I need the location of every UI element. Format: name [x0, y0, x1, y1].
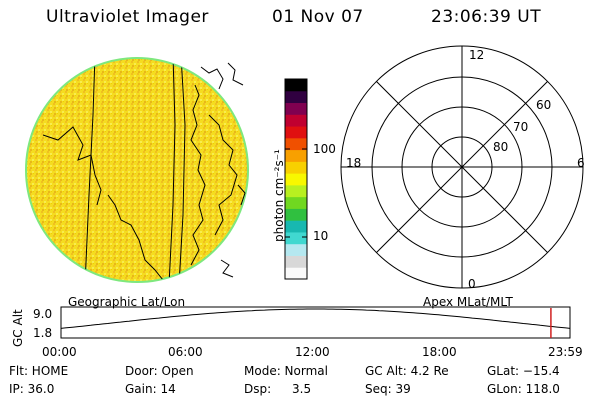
altitude-curve: [60, 308, 571, 329]
coastline: [208, 114, 238, 236]
colorbar-step: [285, 149, 307, 162]
dsp-value: 3.5: [292, 382, 312, 396]
mode-status: Mode: Normal: [244, 364, 328, 378]
colorbar-step: [285, 243, 307, 256]
lat-label-80: 80: [493, 140, 509, 154]
colorbar-step: [285, 79, 307, 92]
colorbar-step: [285, 196, 307, 209]
geo-panel-caption: Geographic Lat/Lon: [68, 295, 186, 309]
colorbar-step: [285, 102, 307, 115]
coastline: [107, 194, 164, 281]
geo-longitude: GLon: 118.0: [487, 382, 560, 396]
colorbar-step: [285, 208, 307, 221]
colorbar-step: [285, 114, 307, 127]
intensity-colorbar: [284, 78, 308, 280]
coastline: [42, 126, 102, 206]
altitude-tick-low: 1.8: [33, 326, 53, 340]
lat-label-70: 70: [513, 120, 529, 134]
colorbar-step: [285, 126, 307, 139]
coastline: [200, 66, 224, 90]
altitude-axis-label: GC Alt: [11, 309, 25, 347]
polar-panel-caption: Apex MLat/MLT: [423, 295, 513, 309]
instrument-title: Ultraviolet Imager: [46, 7, 209, 27]
mlt-line: [376, 81, 548, 253]
altitude-tick-high: 9.0: [33, 307, 53, 321]
coastline: [220, 259, 234, 278]
colorbar-step: [285, 231, 307, 245]
polar-plot: [340, 45, 584, 289]
gc-altitude: GC Alt: 4.2 Re: [365, 364, 449, 378]
mlt-label-12: 12: [469, 48, 485, 62]
door-status: Door: Open: [125, 364, 194, 378]
colorbar-tick-100: 100: [313, 142, 336, 156]
gain-value: Gain: 14: [125, 382, 176, 396]
colorbar-unit-label: photon cm⁻²s⁻¹: [272, 149, 286, 242]
colorbar-step: [285, 161, 307, 174]
mlt-label-6: 6: [577, 156, 585, 170]
time-tick-0000: 00:00: [42, 345, 77, 359]
longitude-line: [168, 58, 176, 282]
mlt-label-0: 0: [468, 277, 476, 291]
colorbar-step: [285, 90, 307, 104]
colorbar-step: [285, 137, 307, 151]
coastline: [237, 184, 246, 206]
colorbar-step: [285, 255, 307, 268]
ip-value: IP: 36.0: [9, 382, 55, 396]
coastline: [227, 62, 244, 86]
sequence-number: Seq: 39: [365, 382, 411, 396]
colorbar-step: [285, 184, 307, 198]
earth-disk: [25, 57, 249, 283]
mlt-label-18: 18: [346, 156, 362, 170]
dsp-label: Dsp:: [244, 382, 272, 396]
time-tick-2359: 23:59: [548, 345, 583, 359]
time-tick-1200: 12:00: [295, 345, 330, 359]
longitude-line: [178, 58, 186, 282]
colorbar-step: [285, 220, 307, 233]
time-tick-0600: 06:00: [168, 345, 203, 359]
colorbar-step: [285, 267, 307, 280]
geo-latitude: GLat: −15.4: [487, 364, 560, 378]
time-tick-1800: 18:00: [422, 345, 457, 359]
altitude-plot: [60, 306, 571, 339]
time-label: 23:06:39 UT: [431, 7, 542, 27]
colorbar-tick-10: 10: [313, 229, 329, 243]
date-label: 01 Nov 07: [272, 7, 364, 27]
uv-earth-image: [25, 57, 249, 283]
lat-label-60: 60: [536, 98, 552, 112]
coastline: [190, 84, 206, 266]
colorbar-step: [285, 173, 307, 186]
flight-status: Flt: HOME: [9, 364, 69, 378]
